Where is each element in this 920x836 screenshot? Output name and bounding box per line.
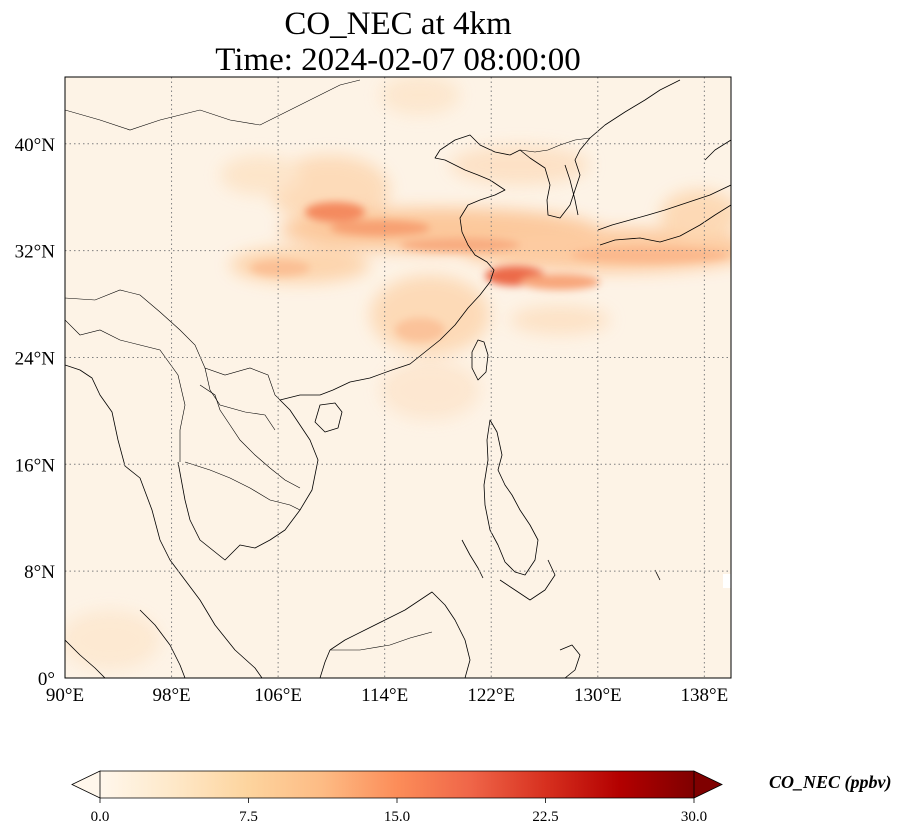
lon-tick-label: 106°E — [254, 685, 302, 706]
lon-tick-label: 114°E — [361, 685, 408, 706]
colorbar-tick-label: 22.5 — [532, 809, 558, 825]
colorbar-tick-label: 0.0 — [91, 809, 110, 825]
colorbar-ticks: 0.0 7.5 15.0 22.5 30.0 — [91, 798, 707, 825]
coastlines — [65, 79, 731, 678]
lat-tick-label: 40°N — [15, 135, 56, 156]
lon-tick-label: 98°E — [152, 685, 190, 706]
lat-tick-label: 0° — [38, 669, 55, 690]
country-borders — [65, 79, 591, 651]
colorbar-tick-label: 15.0 — [384, 809, 410, 825]
lat-tick-labels: 0° 8°N 16°N 24°N 32°N 40°N — [15, 135, 56, 690]
map-plot-area — [65, 77, 731, 678]
colorbar-extend-max — [693, 770, 723, 799]
colorbar-gradient — [100, 771, 694, 798]
lon-tick-labels: 90°E 98°E 106°E 114°E 122°E 130°E 138°E — [46, 685, 728, 706]
colorbar-tick-label: 7.5 — [239, 809, 258, 825]
lon-tick-label: 138°E — [681, 685, 729, 706]
lon-tick-label: 90°E — [46, 685, 84, 706]
lon-tick-label: 122°E — [467, 685, 515, 706]
colorbar-label: CO_NEC (ppbv) — [769, 772, 892, 792]
colorbar: 0.0 7.5 15.0 22.5 30.0 — [71, 770, 723, 825]
lat-tick-label: 16°N — [15, 455, 56, 476]
map-title-line1: CO_NEC at 4km — [284, 6, 512, 42]
colorbar-extend-min — [71, 770, 101, 799]
lon-tick-label: 130°E — [574, 685, 622, 706]
lat-tick-label: 32°N — [15, 242, 56, 263]
map-axes-frame — [64, 76, 732, 679]
lat-tick-label: 8°N — [24, 562, 55, 583]
map-title-line2: Time: 2024-02-07 08:00:00 — [215, 42, 581, 78]
gridlines — [65, 77, 731, 678]
colorbar-tick-label: 30.0 — [681, 809, 707, 825]
lat-tick-label: 24°N — [15, 348, 56, 369]
